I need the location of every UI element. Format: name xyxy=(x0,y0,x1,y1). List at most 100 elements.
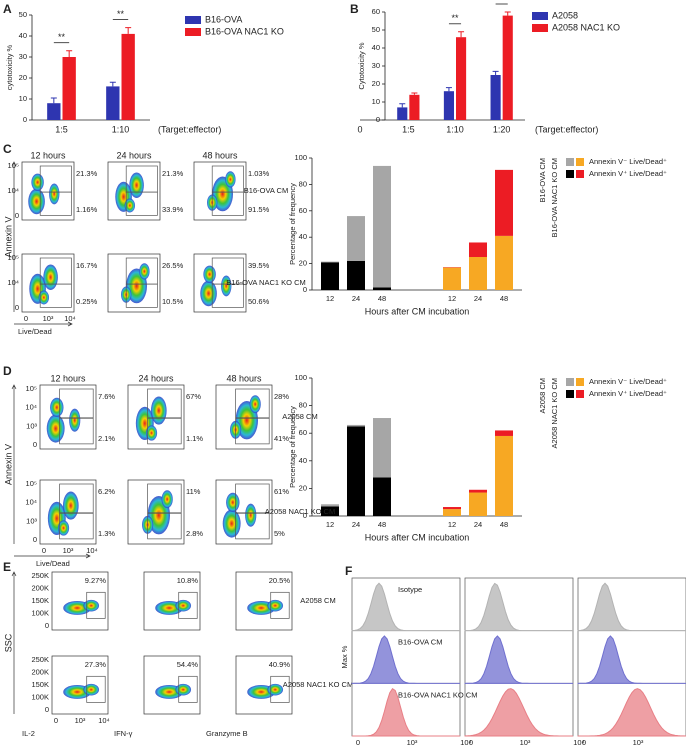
gate xyxy=(235,388,270,419)
flow-plot-frame xyxy=(51,655,109,715)
bar-segment xyxy=(495,169,513,236)
x-tick-label: 10⁴ xyxy=(460,738,472,747)
gate xyxy=(147,483,182,514)
x-axis-label: Hours after CM incubation xyxy=(365,532,470,542)
gate xyxy=(86,591,106,619)
legend-swatch xyxy=(576,390,584,398)
x-tick-label: 12 xyxy=(326,520,334,529)
column-title: 48 hours xyxy=(202,150,238,160)
density-blob xyxy=(221,275,232,297)
y-tick-label: 150K xyxy=(31,680,49,689)
density-blob xyxy=(267,683,284,696)
gate-percent: 10.5% xyxy=(162,297,184,306)
density-blob xyxy=(226,492,240,512)
y-tick-label: 40 xyxy=(372,43,380,52)
y-tick-label: 10⁵ xyxy=(8,161,19,170)
histogram-curve xyxy=(577,582,686,632)
legend-swatch xyxy=(576,158,584,166)
histogram-curve xyxy=(352,688,460,737)
bar-segment xyxy=(321,504,339,507)
y-tick-label: 150K xyxy=(31,596,49,605)
legend-swatch xyxy=(576,170,584,178)
density-blob xyxy=(31,173,44,191)
bar-segment xyxy=(347,216,365,261)
gate xyxy=(235,512,270,540)
x-tick-label: 48 xyxy=(378,294,386,303)
bar-segment xyxy=(495,430,513,436)
y-tick-label: 100 xyxy=(294,373,307,382)
x-tick-label: 10⁴ xyxy=(573,738,585,747)
panel-letter: F xyxy=(345,564,352,578)
y-tick-label: 0 xyxy=(45,705,49,714)
y-axis-label: cytotoxicity % xyxy=(5,44,14,90)
y-tick-label: 200K xyxy=(31,583,49,592)
curve-label: Isotype xyxy=(398,585,422,594)
error-bar xyxy=(50,97,57,104)
x-axis-label: IFN-γ xyxy=(467,750,486,752)
bar xyxy=(62,57,76,120)
y-tick-label: 0 xyxy=(303,285,307,294)
density-blob xyxy=(62,491,79,520)
density-blob xyxy=(69,408,81,432)
legend-label: Annexin V⁺ Live/Dead⁺ xyxy=(589,389,667,398)
error-bar xyxy=(125,27,132,34)
legend-swatch xyxy=(566,378,574,386)
histogram-frame xyxy=(464,577,574,737)
axis-arrow xyxy=(11,571,17,714)
x-axis-label: Hours after CM incubation xyxy=(365,306,470,316)
y-tick-label: 0 xyxy=(45,621,49,630)
gate-percent: 16.7% xyxy=(76,261,98,270)
x-tick-label: 1:5 xyxy=(55,124,68,134)
x-tick-label: 10³ xyxy=(520,738,531,747)
x-tick-label: 1:5 xyxy=(402,124,415,134)
significance-label: ** xyxy=(58,32,66,42)
gate-percent: 1.03% xyxy=(248,169,270,178)
x-tick-label: 24 xyxy=(474,520,482,529)
error-bar xyxy=(492,70,499,75)
density-blob xyxy=(203,265,216,283)
bar-segment xyxy=(469,242,487,257)
gate-percent: 2.8% xyxy=(186,529,203,538)
bar-segment xyxy=(373,165,391,288)
flow-plot-frame xyxy=(235,655,293,715)
column-title: 48 hours xyxy=(226,373,262,383)
histogram-curve xyxy=(464,688,574,737)
bar-segment xyxy=(373,477,391,516)
histogram-curve xyxy=(577,635,686,684)
bar xyxy=(456,37,467,121)
gate-percent: 91.5% xyxy=(248,205,270,214)
flow-plot-frame xyxy=(51,571,109,631)
bar-segment xyxy=(373,418,391,478)
y-tick-label: 60 xyxy=(299,428,307,437)
panel-letter: A xyxy=(3,2,12,16)
flow-plot-frame xyxy=(143,655,201,715)
y-tick-label: 10³ xyxy=(26,516,37,525)
y-axis-label: Annexin V xyxy=(3,216,13,257)
gate-percent: 67% xyxy=(186,392,201,401)
gate-percent: 20.5% xyxy=(269,576,291,585)
gate-percent: 27.3% xyxy=(85,660,107,669)
gate xyxy=(59,388,94,419)
axis-arrow xyxy=(14,321,73,327)
y-tick-label: 20 xyxy=(372,79,380,88)
y-tick-label: 0 xyxy=(376,115,380,124)
x-tick-label: 0 xyxy=(582,738,586,747)
bar-segment xyxy=(469,489,487,493)
gate-percent: 2.1% xyxy=(98,434,115,443)
row-label: B16-OVA NAC1 KO CM xyxy=(226,278,305,287)
histogram-curve xyxy=(464,582,573,632)
histogram-curve xyxy=(577,688,686,737)
legend-label: Annexin V⁻ Live/Dead⁺ xyxy=(589,157,667,166)
x-tick-label: 24 xyxy=(474,294,482,303)
density-blob xyxy=(175,683,192,696)
density-blob xyxy=(200,280,217,307)
bar xyxy=(47,103,61,120)
x-tick-label: 24 xyxy=(352,520,360,529)
density-blob xyxy=(225,171,236,188)
gate-percent: 1.16% xyxy=(76,205,98,214)
density-blob xyxy=(124,198,136,213)
bar-segment xyxy=(347,260,365,290)
x-tick-label: 48 xyxy=(500,294,508,303)
y-tick-label: 60 xyxy=(372,7,380,16)
gate-percent: 39.5% xyxy=(248,261,270,270)
